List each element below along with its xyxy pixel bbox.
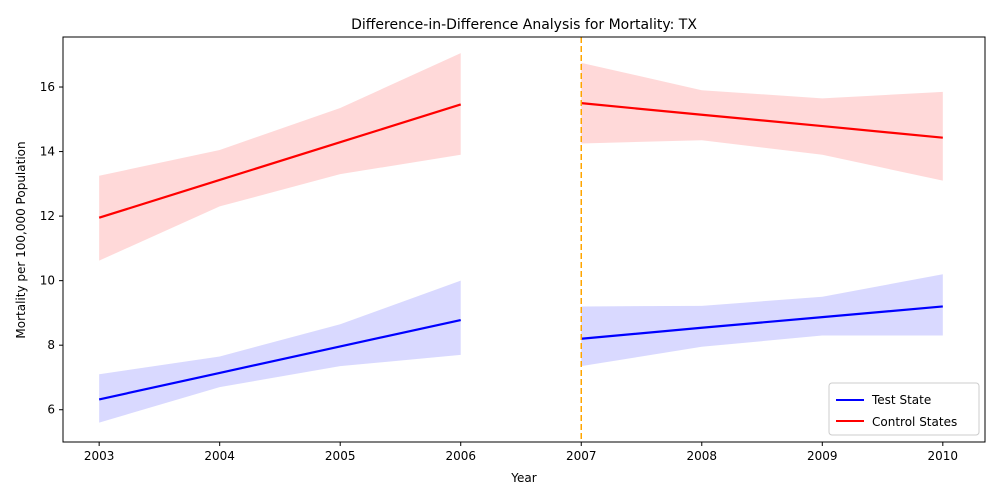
chart-title: Difference-in-Difference Analysis for Mo… [351, 17, 697, 33]
x-tick-label: 2009 [807, 449, 838, 463]
band-control-states-pre [99, 53, 461, 261]
x-tick-label: 2003 [84, 449, 115, 463]
x-tick-label: 2004 [204, 449, 235, 463]
line-control-states-post [581, 102, 943, 139]
confidence-bands [99, 53, 943, 423]
x-tick-label: 2010 [928, 449, 959, 463]
legend-label-test-state: Test State [871, 393, 931, 407]
band-test-state-pre [99, 280, 461, 423]
legend-label-control-states: Control States [872, 415, 957, 429]
y-tick-label: 6 [47, 403, 55, 417]
y-tick-label: 10 [40, 274, 55, 288]
x-tick-label: 2006 [445, 449, 476, 463]
plot-frame [62, 36, 986, 443]
line-test-state-post [581, 305, 943, 340]
legend-box [828, 382, 980, 436]
x-axis-ticks: 2003 2004 2005 2006 2007 2008 2009 2010 [84, 442, 958, 463]
x-axis-label: Year [510, 471, 536, 485]
x-tick-label: 2008 [686, 449, 717, 463]
line-control-states-pre [98, 103, 462, 219]
band-control-states-post [581, 62, 943, 181]
y-tick-label: 16 [40, 80, 55, 94]
y-tick-label: 14 [40, 145, 55, 159]
series-lines [98, 102, 943, 401]
y-tick-label: 12 [40, 209, 55, 223]
x-tick-label: 2005 [325, 449, 356, 463]
legend: Test State Control States [828, 382, 980, 436]
band-test-state-post [581, 274, 943, 367]
y-axis-ticks: 6 8 10 12 14 16 [40, 80, 63, 417]
x-tick-label: 2007 [566, 449, 597, 463]
y-axis-label: Mortality per 100,000 Population [14, 141, 28, 338]
y-tick-label: 8 [47, 338, 55, 352]
line-test-state-pre [98, 318, 461, 401]
